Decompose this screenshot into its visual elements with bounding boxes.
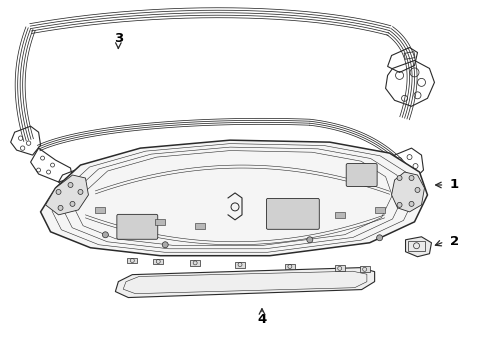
Circle shape	[397, 202, 402, 207]
Bar	[195, 223, 205, 229]
Bar	[335, 265, 345, 271]
Polygon shape	[41, 140, 427, 256]
Polygon shape	[46, 175, 89, 215]
Circle shape	[377, 235, 383, 241]
Circle shape	[102, 232, 108, 238]
Polygon shape	[406, 237, 432, 257]
Circle shape	[70, 201, 75, 206]
Circle shape	[78, 189, 83, 194]
Bar	[96, 207, 105, 213]
Text: 2: 2	[450, 235, 459, 248]
Circle shape	[409, 176, 414, 180]
Bar	[155, 219, 165, 225]
Polygon shape	[115, 268, 375, 298]
Text: 4: 4	[257, 313, 267, 326]
Bar	[285, 264, 295, 270]
Bar	[335, 212, 345, 218]
Circle shape	[415, 188, 420, 193]
Bar	[153, 258, 163, 265]
Circle shape	[68, 183, 73, 188]
Circle shape	[409, 201, 414, 206]
Bar	[127, 257, 137, 264]
Text: 1: 1	[450, 179, 459, 192]
Bar	[375, 207, 385, 213]
FancyBboxPatch shape	[117, 214, 158, 239]
Circle shape	[56, 189, 61, 194]
Circle shape	[162, 242, 168, 248]
Circle shape	[397, 176, 402, 180]
Bar	[408, 241, 425, 251]
Text: 3: 3	[114, 32, 123, 45]
Circle shape	[58, 206, 63, 210]
FancyBboxPatch shape	[267, 198, 319, 229]
Bar	[235, 262, 245, 267]
Circle shape	[307, 237, 313, 243]
FancyBboxPatch shape	[346, 163, 377, 186]
Bar	[360, 266, 369, 272]
Bar	[190, 260, 200, 266]
Polygon shape	[392, 172, 424, 212]
